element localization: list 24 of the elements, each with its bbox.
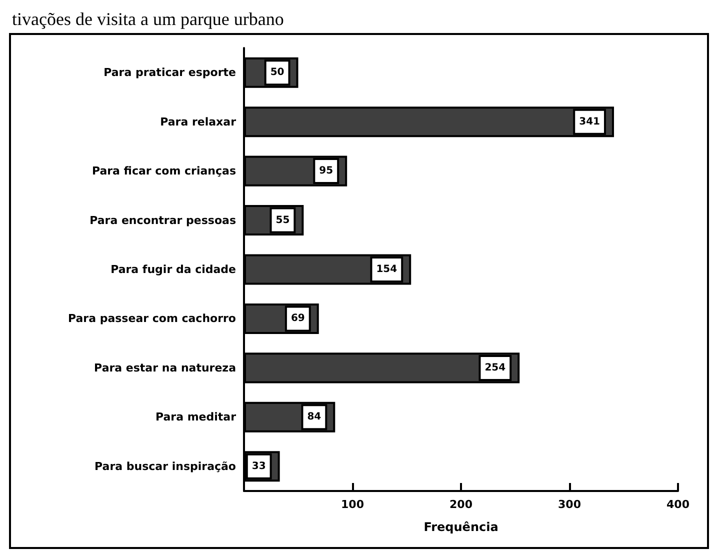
x-tick-label: 300 xyxy=(558,498,582,511)
y-tick-label: Para estar na natureza xyxy=(94,361,236,374)
data-label: 95 xyxy=(319,166,334,177)
x-tick-label: 100 xyxy=(341,498,364,511)
y-tick-label: Para passear com cachorro xyxy=(68,312,236,326)
data-label: 341 xyxy=(579,116,600,128)
data-label: 50 xyxy=(270,67,284,78)
y-tick-label: Para ficar com crianças xyxy=(92,164,236,178)
y-tick-label: Para praticar esporte xyxy=(104,66,236,80)
y-tick-label: Para buscar inspiração xyxy=(94,460,236,473)
chart-title: tivações de visita a um parque urbano xyxy=(12,9,284,29)
data-label: 33 xyxy=(252,460,266,472)
data-label: 84 xyxy=(307,412,322,423)
data-label: 69 xyxy=(290,313,305,324)
data-label: 154 xyxy=(376,264,398,275)
x-tick-label: 400 xyxy=(666,498,690,511)
data-label: 254 xyxy=(484,362,506,374)
y-tick-label: Para meditar xyxy=(155,410,237,424)
y-tick-label: Para fugir da cidade xyxy=(110,263,236,276)
y-tick-label: Para relaxar xyxy=(160,115,237,128)
data-label: 55 xyxy=(276,214,290,226)
y-tick-label: Para encontrar pessoas xyxy=(90,214,236,227)
x-axis-title: Frequência xyxy=(424,520,498,534)
x-tick-label: 200 xyxy=(450,498,473,511)
